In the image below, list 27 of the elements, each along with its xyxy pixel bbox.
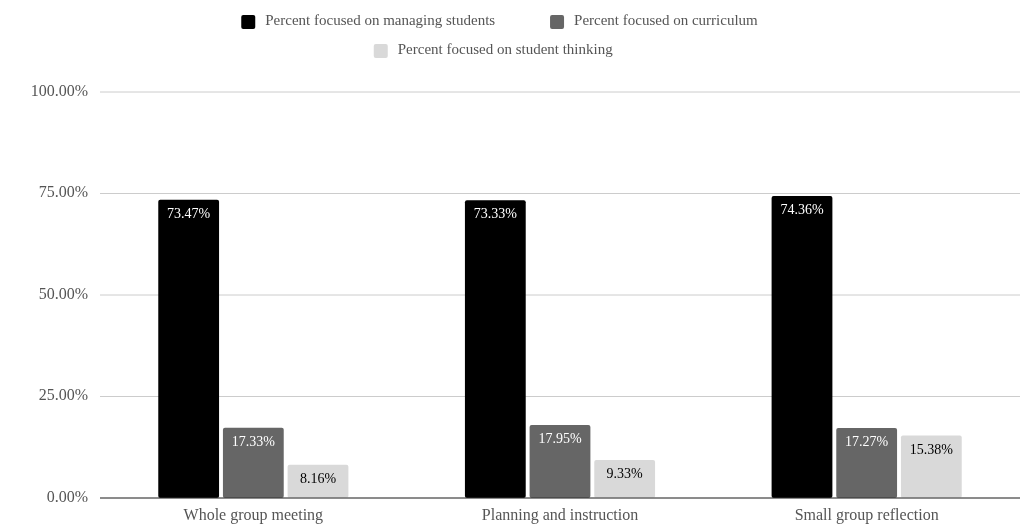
bar — [771, 196, 833, 498]
bar — [900, 435, 962, 498]
x-tick-label: Small group reflection — [794, 506, 939, 524]
y-tick-label: 25.00% — [38, 386, 88, 404]
data-label: 17.33% — [231, 433, 276, 449]
y-tick-label: 0.00% — [46, 487, 88, 505]
data-label: 9.33% — [606, 466, 644, 482]
bar — [529, 425, 591, 498]
bar — [836, 427, 898, 498]
bar — [158, 199, 220, 498]
data-label: 17.95% — [538, 431, 582, 447]
x-tick-label: Whole group meeting — [183, 506, 324, 524]
y-tick-label: 75.00% — [38, 183, 88, 201]
x-tick-label: Planning and instruction — [481, 506, 639, 524]
legend-label: Percent focused on curriculum — [574, 12, 759, 29]
data-label: 73.47% — [167, 205, 211, 221]
legend-label: Percent focused on managing students — [265, 12, 496, 29]
legend-label: Percent focused on student thinking — [397, 41, 614, 58]
y-tick-label: 50.00% — [38, 284, 88, 302]
data-label: 73.33% — [473, 206, 518, 222]
data-label: 15.38% — [909, 441, 954, 457]
bar — [222, 427, 284, 498]
data-label: 8.16% — [299, 471, 337, 487]
data-label: 74.36% — [780, 202, 824, 218]
y-tick-label: 100.00% — [30, 81, 88, 99]
bar — [464, 200, 526, 498]
data-label: 17.27% — [845, 434, 889, 450]
